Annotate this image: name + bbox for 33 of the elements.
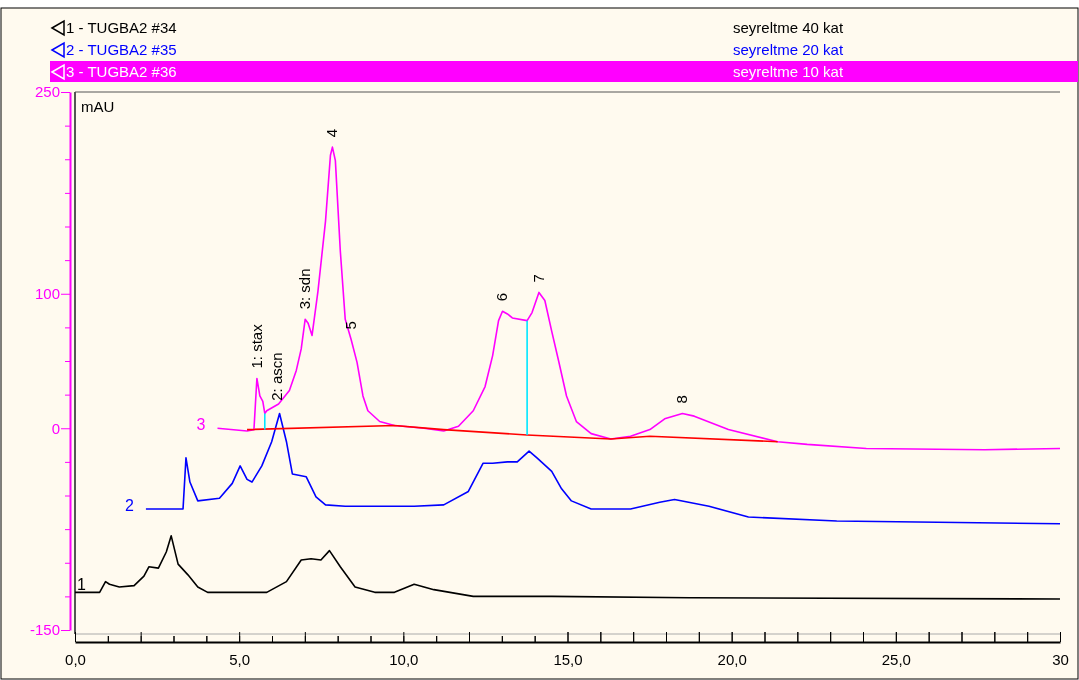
annotation: 7 — [529, 274, 547, 283]
legend-label: 1 - TUGBA2 #34 — [66, 19, 177, 36]
x-tick-label: 25,0 — [881, 650, 911, 668]
y-tick-label: 250 — [34, 83, 60, 101]
line-series — [74, 535, 1061, 600]
x-tick-label: 10,0 — [389, 650, 419, 668]
x-tick-label: 15,0 — [553, 650, 583, 668]
x-tick-label: 30 — [1052, 650, 1069, 668]
line-series — [145, 412, 1061, 525]
legend-label: 2 - TUGBA2 #35 — [66, 41, 177, 58]
legend-label: 3 - TUGBA2 #36 — [66, 63, 177, 80]
y-tick-label: -150 — [29, 621, 60, 639]
y-tick-label: 0 — [51, 419, 60, 437]
line-series — [246, 424, 779, 443]
annotation: 5 — [342, 321, 360, 330]
x-tick-label: 5,0 — [229, 650, 251, 668]
x-tick-label: 20,0 — [717, 650, 747, 668]
annotation: 2: ascn — [267, 352, 285, 401]
annotation: 6 — [493, 292, 511, 302]
annotation: 4 — [323, 128, 341, 138]
text: seyreltme 40 kat — [733, 19, 844, 36]
line-series — [216, 146, 1061, 451]
annotation: 3: sdn — [296, 268, 314, 310]
annotation: 1: stax — [247, 323, 265, 369]
annotation: 3 — [196, 416, 206, 434]
y-axis-title: mAU — [81, 98, 115, 115]
text: seyreltme 20 kat — [733, 41, 844, 58]
text: seyreltme 10 kat — [733, 63, 844, 80]
annotation: 8 — [673, 395, 691, 404]
annotation: 2 — [125, 496, 135, 514]
y-tick-label: 100 — [34, 285, 60, 303]
x-tick-label: 0,0 — [65, 650, 86, 668]
annotation: 1 — [77, 576, 86, 594]
